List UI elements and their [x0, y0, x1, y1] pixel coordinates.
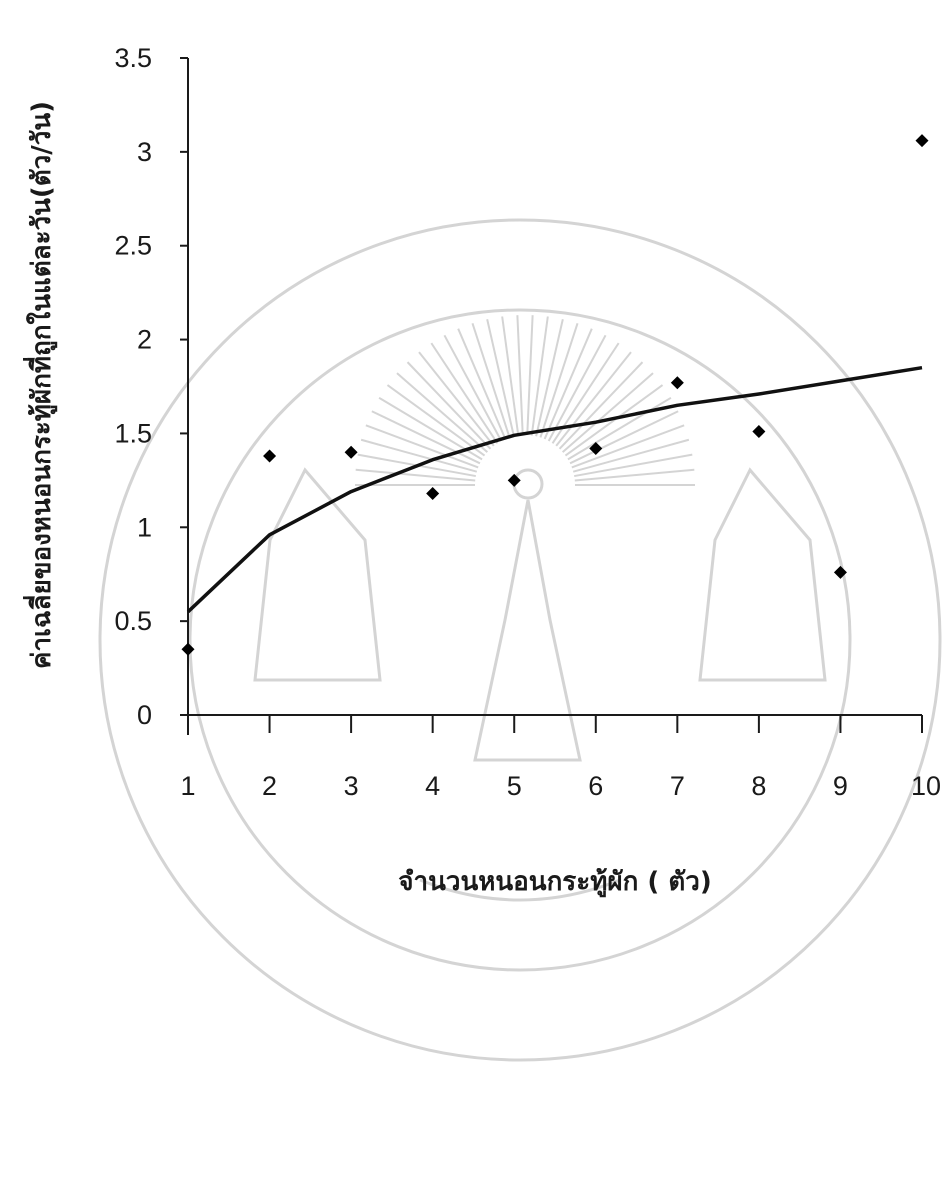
data-point: [181, 642, 195, 656]
seal-ray: [571, 424, 685, 469]
data-point: [589, 441, 603, 455]
seal-ray: [430, 342, 499, 444]
seal-ray: [561, 372, 654, 453]
trendline-group: [186, 365, 923, 614]
y-tick-label: 3: [137, 137, 152, 167]
seal-ray: [516, 315, 524, 436]
y-tick-label: 1.5: [114, 418, 152, 448]
x-tick-label: 10: [911, 771, 941, 801]
y-tick-label: 2: [137, 325, 152, 355]
seal-ray: [555, 351, 632, 447]
seal-ray: [574, 468, 695, 482]
seal-ray: [457, 328, 507, 440]
seal-ray: [574, 453, 693, 478]
data-point: [833, 565, 847, 579]
seal-ray: [386, 384, 486, 457]
seal-ray: [539, 323, 579, 438]
seal-ray: [355, 468, 476, 482]
x-tick-label: 5: [507, 771, 522, 801]
x-tick-label: 7: [670, 771, 685, 801]
seal-inner-ring: [188, 308, 852, 972]
x-tick-label: 6: [588, 771, 603, 801]
y-tick-label: 0.5: [114, 606, 152, 636]
y-tick-label: 1: [137, 512, 152, 542]
x-tick-label: 3: [344, 771, 359, 801]
x-tick-label: 4: [425, 771, 440, 801]
x-tick-label: 2: [262, 771, 277, 801]
x-tick-label: 1: [180, 771, 195, 801]
seal-ray: [418, 351, 495, 447]
seal-spire: [473, 499, 582, 762]
data-point: [263, 449, 277, 463]
seal-ray: [535, 319, 564, 437]
y-tick-label: 3.5: [114, 43, 152, 73]
seal-ray: [526, 315, 534, 436]
data-point: [752, 425, 766, 439]
seal-ray: [547, 334, 607, 442]
seal-ray: [396, 372, 489, 453]
seal-ray: [558, 361, 644, 450]
y-ticks: 0 0.5 1 1.5 2 2.5 3 3.5: [114, 43, 188, 730]
x-ticks: 1 2 3 4 5 6 7 8 9 10: [180, 715, 941, 801]
seal-outer-ring: [98, 218, 942, 1062]
seal-ray: [569, 410, 679, 465]
x-tick-label: 8: [751, 771, 766, 801]
data-points: [181, 134, 929, 656]
seal-ray: [567, 396, 672, 461]
data-point: [507, 473, 521, 487]
seal-ray: [360, 438, 478, 473]
seal-ray: [572, 438, 690, 473]
data-point: [426, 486, 440, 500]
seal-ray: [371, 410, 481, 465]
y-tick-label: 0: [137, 700, 152, 730]
seal-ray: [486, 319, 515, 437]
seal-ray: [530, 316, 549, 436]
y-tick-label: 2.5: [114, 231, 152, 261]
watermark-seal: [98, 218, 942, 1062]
axes: [187, 58, 922, 735]
seal-ray: [443, 334, 503, 442]
seal-left-tier: [253, 467, 382, 682]
trendline: [186, 365, 923, 614]
y-axis-title: ค่าเฉลี่ยของหนอนกระทู้ผักที่ถูกในแต่ละวั…: [22, 101, 58, 669]
seal-ray: [406, 361, 492, 450]
seal-ray: [564, 384, 664, 457]
seal-base-curve: [419, 878, 621, 902]
seal-ray: [365, 424, 479, 469]
x-tick-label: 9: [833, 771, 848, 801]
seal-sun: [512, 468, 544, 500]
data-point: [670, 376, 684, 390]
data-point: [344, 445, 358, 459]
x-axis-title: จำนวนหนอนกระทู้ผัก ( ตัว): [398, 867, 711, 898]
seal-right-tier: [698, 467, 827, 682]
seal-ray: [501, 316, 520, 436]
seal-ray: [543, 328, 593, 440]
data-point: [915, 134, 929, 148]
seal-ray: [471, 323, 511, 438]
